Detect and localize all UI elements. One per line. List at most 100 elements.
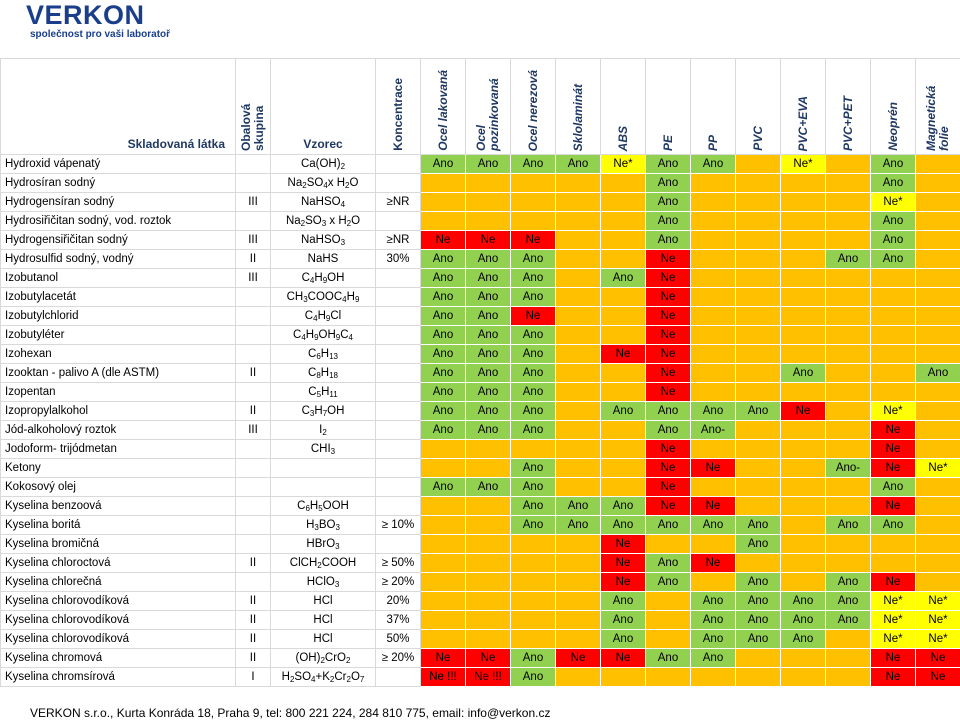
substance-name: Jód-alkoholový roztok [0,420,236,440]
resistance-cell: Ano [420,325,466,345]
concentration [375,363,421,383]
column-header-text: Obalová skupina [239,103,266,151]
formula: HCl [270,610,376,630]
packing-group [235,439,271,459]
packing-group: II [235,249,271,269]
resistance-cell: Ano [465,325,511,345]
packing-group: II [235,629,271,649]
concentration: 20% [375,591,421,611]
resistance-cell [825,154,871,174]
resistance-cell [825,382,871,402]
concentration [375,667,421,687]
substance-name: Hydrogensíran sodný [0,192,236,212]
column-header: PE [645,58,691,155]
table-row: Hydrogensiřičitan sodný III NaHSO3 ≥NR Ne Ne N… [0,230,960,250]
resistance-cell [825,477,871,497]
resistance-cell [690,534,736,554]
resistance-cell [600,230,646,250]
substance-name: Kyselina chlorovodíková [0,591,236,611]
formula: C6H13 [270,344,376,364]
resistance-cell: Ano [465,344,511,364]
table-row: Hydrosíran sodný Na2SO4x H2O Ano Ano [0,173,960,193]
resistance-cell: Ne [600,344,646,364]
column-header-text: PE [660,134,675,151]
resistance-cell [780,515,826,535]
resistance-cell [555,382,601,402]
concentration [375,211,421,231]
resistance-cell [555,230,601,250]
resistance-cell: Ano [780,363,826,383]
resistance-cell: Ne* [780,154,826,174]
resistance-cell: Ne [915,648,960,668]
resistance-cell [735,325,781,345]
resistance-cell [915,534,960,554]
resistance-cell: Ano [465,382,511,402]
packing-group: II [235,591,271,611]
resistance-cell [825,268,871,288]
resistance-cell: Ano- [690,420,736,440]
resistance-cell: Ano [510,268,556,288]
resistance-cell: Ano [420,287,466,307]
concentration [375,268,421,288]
concentration: ≥ 10% [375,515,421,535]
formula: Na2SO4x H2O [270,173,376,193]
resistance-cell [825,363,871,383]
resistance-cell: Ano [510,420,556,440]
resistance-cell: Ano [645,553,691,573]
resistance-cell [915,211,960,231]
resistance-cell [645,629,691,649]
packing-group [235,325,271,345]
resistance-cell [555,325,601,345]
resistance-cell [825,287,871,307]
resistance-cell [870,363,916,383]
logo[interactable]: VERKON společnost pro vaši laboratoř [26,0,226,42]
formula: HBrO3 [270,534,376,554]
concentration: 37% [375,610,421,630]
resistance-cell: Ano [465,401,511,421]
resistance-cell [915,192,960,212]
resistance-cell [600,439,646,459]
concentration [375,306,421,326]
resistance-cell [735,363,781,383]
substance-name: Kyselina chromsírová [0,667,236,687]
resistance-cell [420,496,466,516]
resistance-cell: Ano [420,268,466,288]
resistance-cell [825,325,871,345]
resistance-cell [645,610,691,630]
resistance-cell: Ne [690,553,736,573]
resistance-cell: Ano [645,401,691,421]
packing-group [235,477,271,497]
resistance-cell [915,249,960,269]
resistance-cell: Ano [555,154,601,174]
resistance-cell [420,553,466,573]
table-row: Izobutanol III C4H9OH Ano Ano Ano Ano Ne [0,268,960,288]
formula: HClO3 [270,572,376,592]
resistance-cell [465,192,511,212]
concentration: 50% [375,629,421,649]
resistance-cell: Ne* [870,401,916,421]
resistance-cell [510,553,556,573]
substance-name: Kyselina chlorečná [0,572,236,592]
resistance-cell: Ano [420,477,466,497]
resistance-cell: Ne [645,458,691,478]
substance-name: Kyselina bromičná [0,534,236,554]
resistance-cell [825,667,871,687]
resistance-cell [465,572,511,592]
table-row: Kyselina chromsírová I H2SO4+K2Cr2O7 Ne !!!… [0,667,960,687]
resistance-cell [555,572,601,592]
packing-group [235,458,271,478]
resistance-cell [555,591,601,611]
resistance-cell: Ano [555,496,601,516]
resistance-cell [735,648,781,668]
resistance-cell: Ano [510,648,556,668]
table-row: Kokosový olej Ano Ano Ano Ne Ano [0,477,960,497]
substance-name: Kyselina boritá [0,515,236,535]
resistance-cell [555,173,601,193]
resistance-cell [465,534,511,554]
resistance-cell: Ne [555,648,601,668]
resistance-cell [465,211,511,231]
resistance-cell [555,363,601,383]
resistance-cell [915,382,960,402]
packing-group [235,515,271,535]
